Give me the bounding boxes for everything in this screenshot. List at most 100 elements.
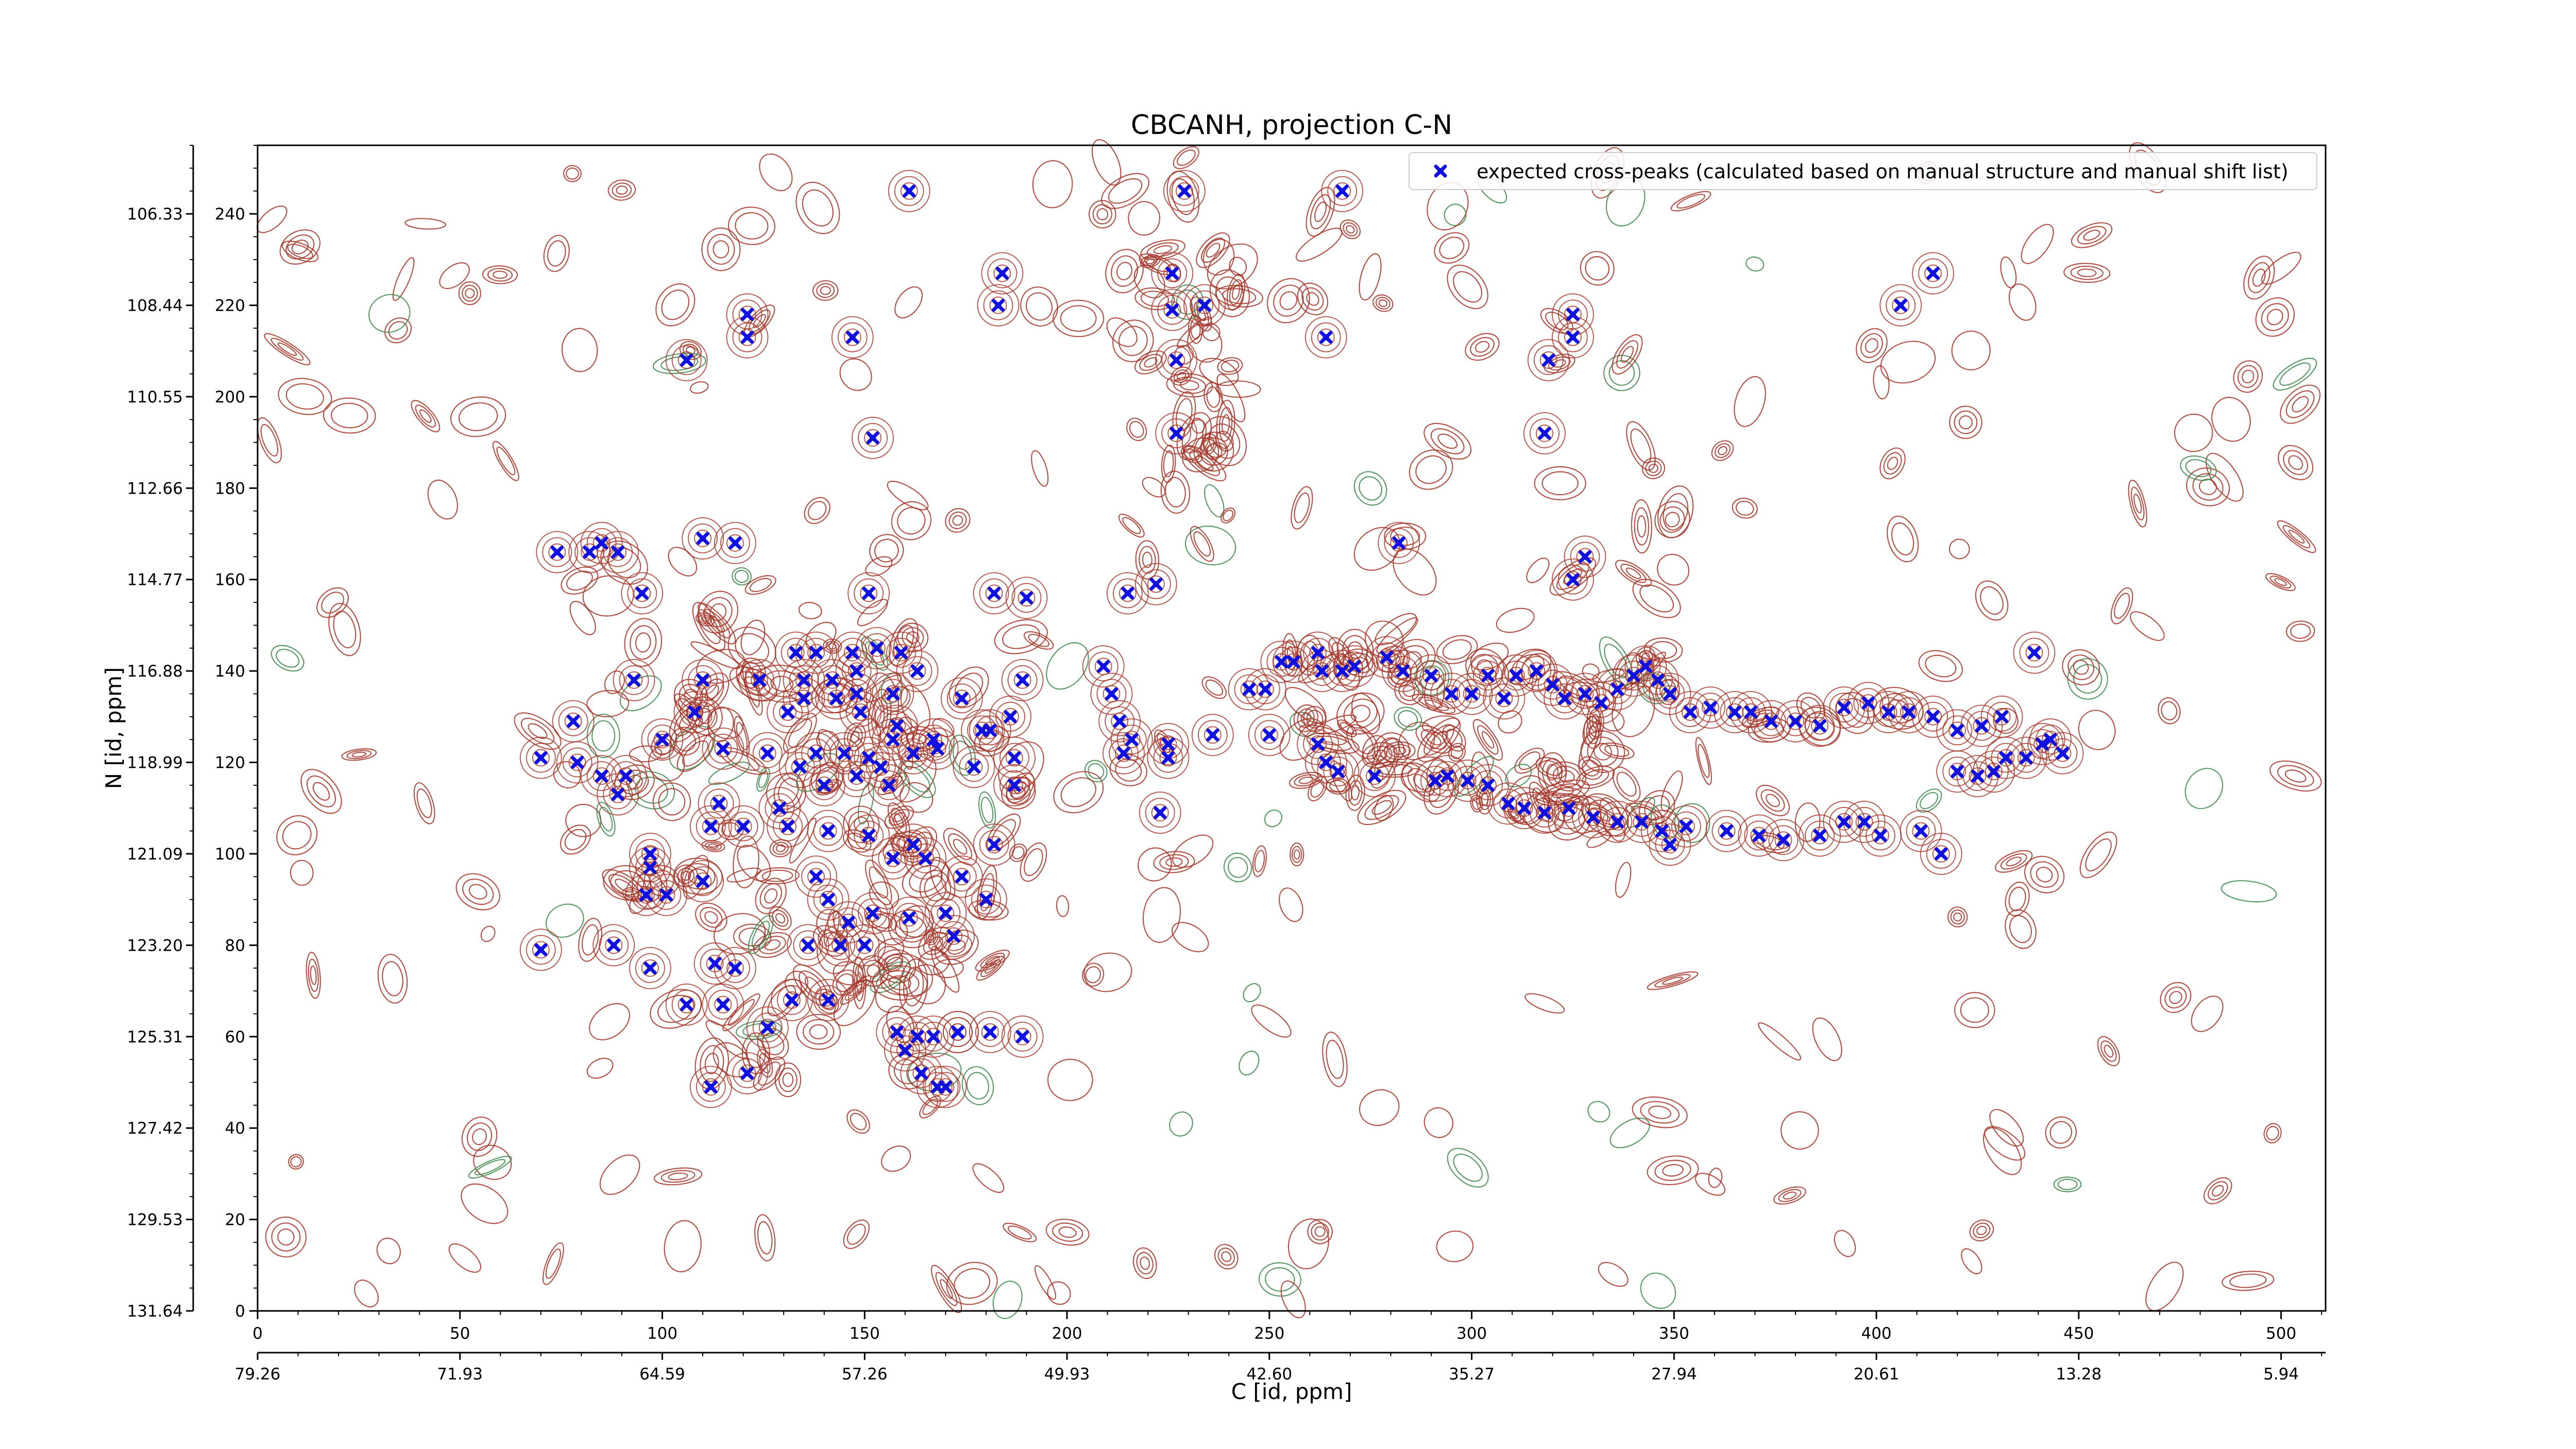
positive-contour [1023,631,1054,650]
positive-contour [1340,219,1361,240]
cross-peak-marker [704,820,718,833]
peak-contour-ring [1011,583,1042,613]
peak-contour-ring [605,936,623,954]
positive-contour [2083,229,2100,241]
cross-peak-marker [955,870,969,883]
peak-contour-ring [1311,747,1341,778]
negative-contour [708,761,750,785]
peak-contour-ring [771,799,789,817]
positive-contour [1708,1167,1723,1188]
positive-contour [2288,455,2303,470]
cross-peak-marker [899,1043,912,1057]
peak-contour-ring [964,878,1007,921]
positive-contour [1654,501,1690,538]
positive-contour [1315,714,1357,735]
positive-contour [1506,775,1550,825]
positive-contour [1398,721,1435,761]
positive-contour [323,397,376,434]
negative-contour [1640,1272,1676,1309]
cross-peak-marker [1858,815,1871,829]
cross-peak-marker [1663,687,1676,700]
cross-peak-marker [643,962,657,975]
cross-peak-marker [1579,687,1591,700]
peak-contour-ring [597,773,639,816]
positive-contour [480,925,496,942]
positive-contour [1137,847,1172,882]
peak-contour-ring [1631,651,1661,682]
positive-contour [1585,256,1610,281]
positive-contour [277,1228,295,1246]
positive-contour [903,967,924,1007]
cross-peak-marker [1311,646,1325,660]
peak-contour-ring [677,996,696,1014]
peak-contour-ring [940,855,983,898]
positive-contour [1415,455,1447,484]
positive-contour [569,600,596,635]
positive-contour [2278,445,2314,480]
positive-contour [1279,718,1325,761]
positive-contour [264,333,311,365]
peak-contour-ring [1865,820,1895,851]
positive-contour [952,515,963,526]
cross-peak-marker [1510,669,1523,682]
positive-contour [565,167,579,180]
positive-contour [1647,1155,1699,1186]
peak-contour-ring [993,264,1011,282]
positive-contour [980,959,1002,978]
peak-contour-ring [1602,806,1633,837]
peak-contour-ring [1190,290,1220,321]
positive-contour [1883,452,1902,475]
negative-contour [1398,710,1418,728]
peak-contour-ring [1768,825,1799,855]
positive-contour [1773,1186,1806,1205]
peak-contour-ring [1780,706,1810,736]
positive-contour [288,1154,304,1170]
positive-contour [2008,283,2037,321]
peak-contour-ring [779,817,797,835]
positive-contour [415,405,436,428]
peak-contour-ring [1661,685,1679,703]
positive-contour [1437,433,1458,449]
peak-contour-ring [876,1010,919,1053]
positive-contour [778,1067,798,1092]
positive-contour [849,984,862,997]
positive-contour [1378,299,1388,307]
peak-contour-ring [641,718,684,761]
positive-contour [1402,685,1415,697]
positive-contour [1393,747,1406,755]
peak-contour-ring [1333,182,1351,200]
peak-contour-ring [851,416,894,459]
positive-contour [1372,749,1387,761]
cross-peak-marker [1951,723,1964,737]
x-ppm-tick-label: 42.60 [1246,1365,1292,1384]
peak-contour-ring [860,827,878,845]
positive-contour [542,1242,564,1285]
positive-contour [1193,531,1211,557]
x-ppm-tick-label: 64.59 [639,1365,685,1384]
peak-contour-ring [1436,679,1467,709]
positive-contour [1563,682,1614,708]
peak-contour-ring [981,1023,999,1041]
positive-contour [668,547,698,577]
peak-contour-ring [1942,715,1973,746]
peak-contour-ring [1786,712,1804,730]
peak-contour-ring [904,837,947,880]
positive-contour [2266,309,2283,326]
cross-peak-marker [1546,678,1560,692]
peak-contour-ring [1750,700,1792,743]
peak-contour-ring [1918,701,1948,732]
positive-contour [994,619,1048,654]
positive-contour [796,1014,841,1050]
peak-contour-ring [863,429,882,447]
cross-peak-marker [1008,779,1021,792]
cross-peak-marker [850,769,863,783]
positive-contour [1364,795,1399,820]
cross-peak-marker [866,431,879,445]
peak-contour-ring [532,749,550,767]
positive-contour [2009,915,2032,943]
positive-contour [277,342,297,356]
positive-contour [1540,308,1573,334]
cross-peak-marker [639,888,653,902]
cross-peak-marker [829,692,843,705]
positive-contour [1088,200,1116,229]
